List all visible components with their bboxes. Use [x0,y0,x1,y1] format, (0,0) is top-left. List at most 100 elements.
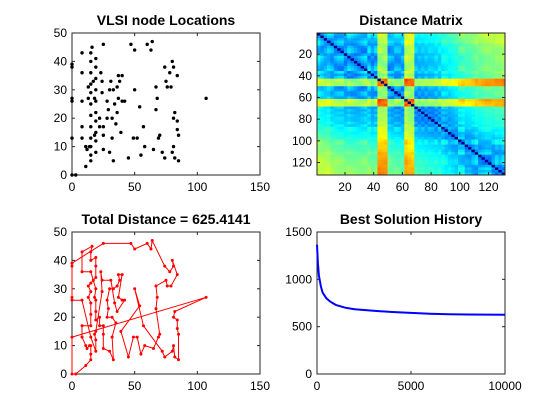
tour-node-point [135,335,139,339]
matrix-cell [390,78,395,82]
matrix-cell [441,147,445,150]
matrix-cell [454,60,459,64]
matrix-cell [501,35,506,39]
matrix-cell [501,116,506,120]
matrix-cell [447,35,452,39]
matrix-cell [488,78,492,82]
tour-node-point [165,284,169,288]
matrix-cell [404,149,408,153]
tour-node-point [172,315,176,319]
matrix-cell [357,164,361,168]
tour-node-point [160,349,164,353]
matrix-cell [431,60,435,64]
matrix-cell [447,114,452,117]
matrix-cell [458,129,462,133]
matrix-cell [327,164,331,168]
matrix-cell [501,55,506,59]
matrix-cell [478,172,482,176]
matrix-cell [370,81,375,85]
matrix-cell [494,142,499,145]
matrix-cell [481,119,486,123]
matrix-cell [484,172,489,176]
matrix-cell [484,76,489,79]
matrix-cell [360,159,365,163]
tour-node-point [163,355,167,359]
matrix-cell [411,58,415,62]
matrix-cell [323,96,328,100]
matrix-cell [441,40,445,44]
matrix-cell [427,172,432,176]
matrix-cell [370,152,375,156]
matrix-cell [387,68,392,72]
matrix-cell [421,45,425,49]
matrix-cell [374,38,378,41]
matrix-cell [458,55,462,59]
tour-node-point [118,278,122,282]
matrix-cell [330,109,335,112]
matrix-cell [327,159,331,163]
matrix-cell [417,139,422,143]
matrix-cell [360,43,365,46]
matrix-cell [397,104,402,107]
matrix-cell [330,60,335,64]
matrix-cell [421,81,425,85]
matrix-cell [427,78,432,82]
matrix-cell [377,91,382,95]
matrix-cell [488,126,492,130]
matrix-cell [494,169,499,173]
tour-x-tick-label: 0 [69,379,76,393]
matrix-cell [400,58,405,62]
tour-node-point [108,349,112,353]
matrix-cell [417,55,422,59]
matrix-cell [411,101,415,105]
matrix-cell [400,114,405,117]
matrix-cell [491,142,496,145]
matrix-cell [350,45,355,49]
matrix-cell [343,86,348,90]
node-point [89,102,93,106]
matrix-cell [501,86,506,90]
matrix-cell [330,78,335,82]
matrix-cell [431,152,435,156]
matrix-cell [330,164,335,168]
matrix-cell [390,131,395,135]
matrix-cell [360,149,365,153]
matrix-cell [364,45,368,49]
matrix-cell [494,147,499,150]
matrix-cell [481,86,486,90]
matrix-cell [404,144,408,148]
matrix-cell [374,33,378,36]
matrix-cell [474,50,479,54]
matrix-cell [323,167,328,171]
matrix-cell [484,116,489,120]
matrix-cell [367,136,372,140]
matrix-cell [400,139,405,143]
matrix-cell [461,104,466,107]
matrix-cell [387,55,392,59]
matrix-cell [498,68,502,72]
matrix-cell [498,40,502,44]
matrix-cell [407,131,412,135]
matrix-cell [491,126,496,130]
matrix-cell [353,152,358,156]
matrix-cell [464,76,469,79]
matrix-cell [387,83,392,87]
matrix-cell [451,119,455,123]
matrix-cell [498,154,502,158]
matrix-cell [357,63,361,67]
matrix-cell [330,152,335,156]
matrix-cell [434,159,439,163]
matrix-cell [484,68,489,72]
matrix-cell [347,139,351,143]
matrix-cell [343,91,348,95]
matrix-cell [387,91,392,95]
matrix-cell [364,35,368,39]
matrix-cell [461,144,466,148]
matrix-cell [478,124,482,128]
matrix-cell [417,164,422,168]
matrix-cell [333,124,338,128]
matrix-cell [414,111,419,115]
matrix-cell [424,119,429,123]
node-point [109,79,113,83]
matrix-cell [367,50,372,54]
